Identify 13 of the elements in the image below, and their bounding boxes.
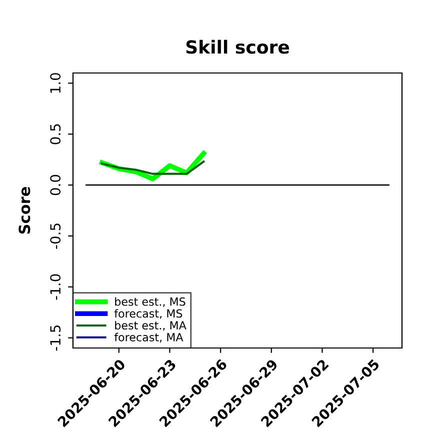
y-tick-label: -0.5 — [50, 224, 61, 249]
chart-title: Skill score — [186, 40, 290, 54]
legend-label: best est., MS — [115, 297, 186, 307]
line-series — [100, 160, 205, 175]
y-tick-label: -1.0 — [50, 274, 61, 300]
y-tick-label: -1.5 — [50, 325, 61, 351]
legend-label: best est., MA — [115, 320, 186, 331]
y-tick-label: 0.5 — [50, 124, 61, 144]
y-tick-label: 1.0 — [50, 73, 61, 93]
y-tick-label: 0.0 — [50, 174, 61, 196]
legend-label: forecast, MS — [114, 309, 182, 319]
y-axis-title: Score — [18, 187, 30, 234]
legend-label: forecast, MA — [114, 332, 184, 343]
